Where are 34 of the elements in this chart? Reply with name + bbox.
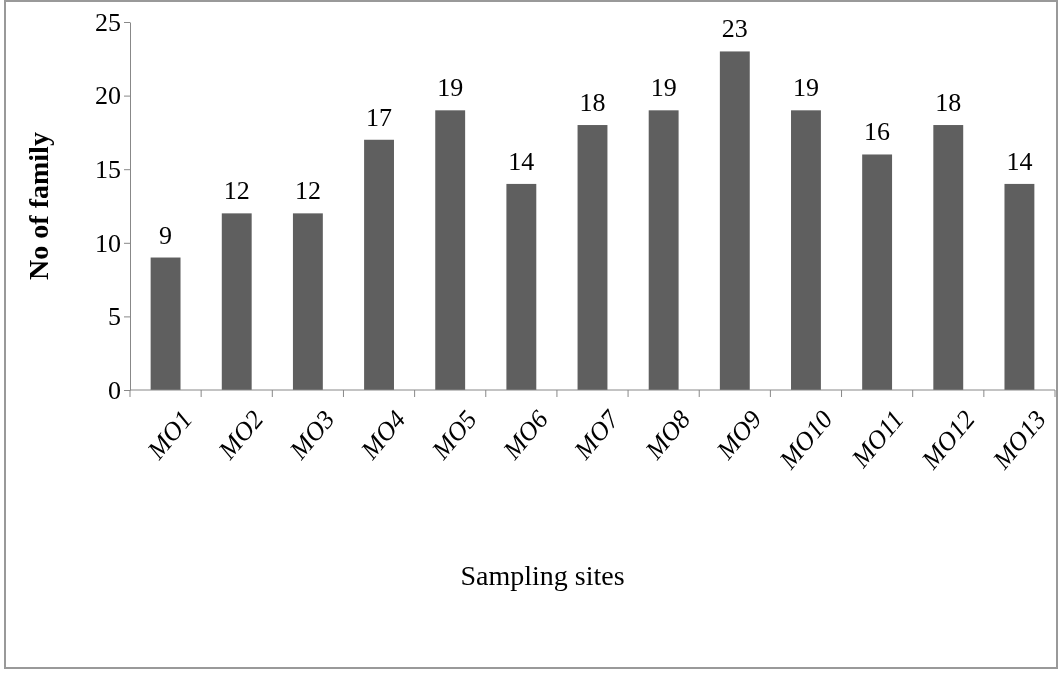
data-label: 12 — [223, 176, 250, 206]
y-tick-label: 10 — [95, 228, 121, 258]
y-tick-label: 0 — [108, 375, 121, 405]
bar — [933, 125, 964, 390]
data-label: 18 — [579, 88, 606, 118]
bar — [791, 110, 821, 390]
bar — [577, 125, 608, 390]
bar — [364, 139, 394, 390]
bar — [719, 51, 750, 390]
bar — [1004, 183, 1035, 390]
y-axis-title: No of family — [23, 132, 54, 280]
bar — [435, 110, 466, 390]
bar — [150, 257, 181, 390]
y-tick-label: 25 — [95, 7, 121, 37]
data-label: 19 — [650, 73, 677, 103]
bar — [506, 183, 537, 390]
y-tick-label: 5 — [108, 302, 121, 332]
data-label: 18 — [935, 88, 962, 118]
bar — [221, 213, 252, 390]
data-label: 19 — [437, 73, 464, 103]
x-axis-title: Sampling sites — [460, 560, 625, 591]
data-label: 19 — [792, 73, 819, 103]
data-label: 17 — [366, 102, 393, 132]
y-tick-label: 20 — [95, 81, 121, 111]
data-label: 14 — [1006, 146, 1033, 176]
bar — [648, 110, 679, 390]
data-label: 16 — [864, 117, 891, 147]
bar — [292, 213, 323, 390]
data-label: 9 — [159, 220, 173, 250]
y-tick-label: 15 — [95, 155, 121, 185]
data-label: 14 — [508, 146, 535, 176]
bar — [862, 154, 893, 390]
data-label: 12 — [294, 176, 321, 206]
data-label: 23 — [721, 14, 748, 44]
